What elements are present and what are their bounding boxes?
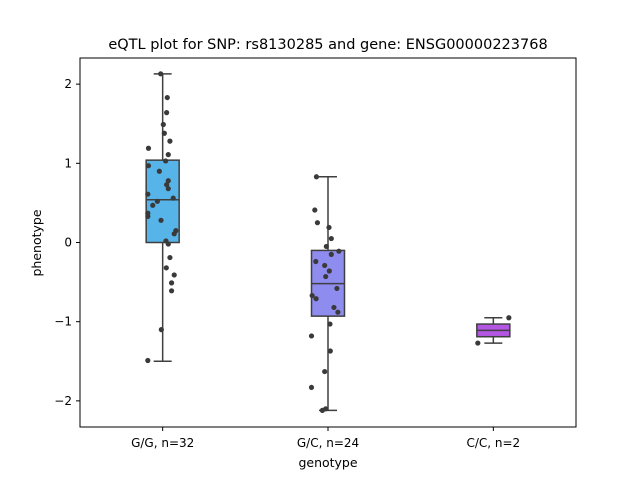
chart-title: eQTL plot for SNP: rs8130285 and gene: E… — [108, 37, 547, 53]
data-point — [171, 231, 177, 237]
data-point — [154, 198, 160, 204]
data-point — [156, 168, 162, 174]
data-point — [328, 251, 334, 257]
data-point — [158, 71, 164, 77]
data-point — [158, 217, 164, 223]
data-point — [145, 357, 151, 364]
data-point — [506, 315, 512, 321]
data-point — [163, 265, 169, 271]
x-tick-label: C/C, n=2 — [466, 436, 520, 450]
box-group — [308, 174, 346, 413]
data-point — [158, 327, 164, 333]
data-point — [313, 258, 319, 265]
data-point — [150, 202, 156, 208]
data-point — [164, 94, 170, 101]
data-point — [326, 224, 332, 231]
x-tick-label: G/C, n=24 — [297, 436, 359, 450]
x-tick-label: G/G, n=32 — [131, 436, 194, 450]
data-point — [323, 243, 329, 250]
data-point — [322, 368, 328, 375]
data-point — [168, 288, 175, 294]
data-point — [327, 321, 333, 327]
data-point — [165, 152, 171, 158]
data-point — [165, 178, 171, 184]
box-iqr — [145, 159, 180, 244]
data-point — [312, 207, 318, 213]
data-point — [308, 333, 315, 339]
data-point — [164, 182, 170, 188]
y-tick-label: 0 — [64, 236, 72, 250]
data-point — [171, 272, 177, 278]
data-point — [161, 130, 167, 136]
y-axis-label: phenotype — [29, 209, 44, 276]
y-axis: 2 1 0 −1 −2 — [54, 77, 80, 408]
data-point — [313, 174, 320, 180]
x-axis: G/G, n=32 G/C, n=24 C/C, n=2 — [131, 427, 520, 450]
data-point — [334, 285, 340, 292]
data-point — [145, 145, 152, 151]
data-point — [170, 195, 176, 201]
data-point — [167, 254, 173, 261]
y-tick-label: 2 — [64, 77, 72, 91]
y-tick-label: 1 — [64, 156, 72, 170]
data-point — [314, 220, 321, 226]
y-tick-label: −1 — [54, 315, 72, 329]
data-point — [331, 304, 337, 311]
data-point — [475, 340, 481, 346]
data-point — [160, 121, 166, 128]
data-point — [313, 296, 319, 302]
data-point — [328, 235, 334, 242]
data-point — [323, 273, 329, 280]
data-point — [167, 138, 173, 144]
data-point — [323, 406, 329, 412]
y-tick-label: −2 — [54, 394, 72, 408]
data-point — [308, 384, 315, 391]
x-axis-label: genotype — [298, 455, 357, 470]
data-point — [164, 110, 170, 116]
data-point — [309, 292, 315, 299]
data-point — [145, 191, 151, 197]
box-group — [145, 71, 180, 364]
data-point — [168, 280, 175, 286]
data-point — [335, 309, 341, 315]
data-point — [145, 163, 152, 169]
data-point — [322, 262, 328, 269]
data-point — [165, 241, 171, 247]
data-point — [165, 186, 171, 192]
data-point — [336, 248, 342, 254]
data-point — [145, 213, 151, 219]
data-point — [163, 158, 169, 164]
data-point — [326, 268, 332, 274]
plot-marks — [145, 71, 512, 413]
data-point — [327, 348, 333, 354]
box-group — [475, 315, 512, 346]
